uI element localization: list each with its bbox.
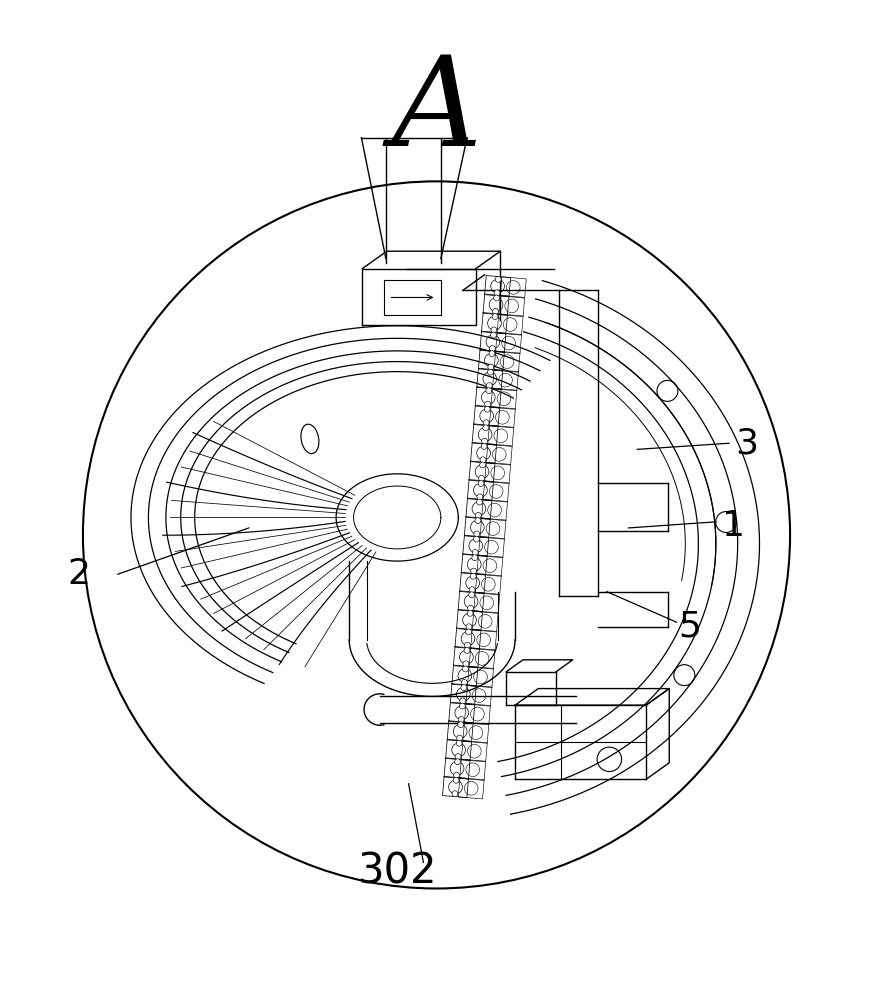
Circle shape	[493, 295, 499, 301]
Circle shape	[477, 499, 483, 505]
Circle shape	[452, 791, 458, 797]
Circle shape	[483, 420, 489, 426]
Circle shape	[457, 735, 463, 741]
Text: 5: 5	[678, 610, 701, 644]
Circle shape	[483, 425, 489, 431]
Circle shape	[478, 475, 485, 481]
Circle shape	[463, 661, 469, 667]
Circle shape	[457, 740, 462, 746]
Circle shape	[467, 610, 473, 616]
Circle shape	[455, 759, 461, 765]
Circle shape	[461, 685, 467, 690]
Circle shape	[495, 276, 501, 282]
Circle shape	[455, 754, 461, 760]
Circle shape	[474, 531, 480, 537]
Circle shape	[457, 722, 464, 728]
Circle shape	[471, 555, 478, 561]
Text: 2: 2	[67, 557, 90, 591]
Text: 3: 3	[735, 426, 758, 460]
Text: 302: 302	[357, 850, 437, 892]
Circle shape	[461, 679, 467, 685]
Circle shape	[485, 406, 491, 412]
Circle shape	[492, 308, 498, 314]
Circle shape	[465, 629, 471, 635]
Circle shape	[471, 568, 477, 574]
Circle shape	[473, 536, 479, 542]
Circle shape	[494, 290, 500, 296]
Text: A: A	[391, 51, 482, 172]
Circle shape	[479, 462, 485, 468]
Circle shape	[491, 332, 497, 338]
Circle shape	[459, 703, 465, 709]
Circle shape	[489, 351, 495, 357]
Circle shape	[458, 717, 464, 722]
Circle shape	[476, 512, 481, 518]
Circle shape	[463, 666, 469, 672]
Circle shape	[453, 777, 459, 783]
Circle shape	[488, 364, 494, 370]
Text: 1: 1	[722, 509, 745, 543]
Circle shape	[454, 772, 459, 778]
Circle shape	[480, 457, 486, 463]
Circle shape	[471, 573, 476, 579]
Circle shape	[482, 438, 487, 444]
Circle shape	[478, 481, 484, 486]
Circle shape	[486, 388, 491, 394]
Circle shape	[469, 592, 475, 598]
Circle shape	[468, 605, 473, 611]
Circle shape	[487, 369, 493, 375]
Circle shape	[485, 401, 491, 407]
Circle shape	[492, 314, 498, 319]
Circle shape	[477, 494, 483, 500]
Circle shape	[490, 346, 495, 351]
Circle shape	[469, 587, 475, 593]
Circle shape	[460, 698, 465, 704]
Circle shape	[472, 550, 478, 555]
Circle shape	[464, 648, 470, 653]
Circle shape	[475, 518, 481, 524]
Circle shape	[481, 443, 487, 449]
Circle shape	[486, 383, 492, 389]
Circle shape	[466, 624, 472, 630]
Circle shape	[464, 642, 471, 648]
Circle shape	[491, 327, 497, 333]
